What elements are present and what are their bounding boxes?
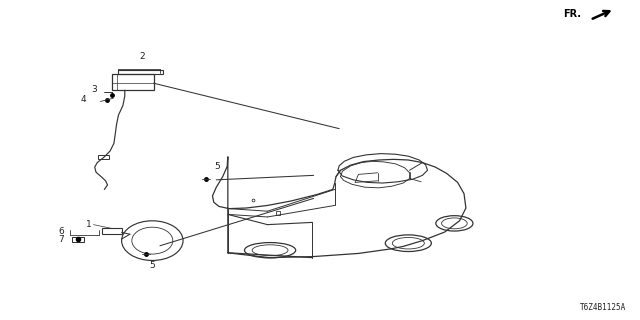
Text: 6: 6 [58, 228, 64, 236]
Text: FR.: FR. [563, 9, 581, 20]
Text: T6Z4B1125A: T6Z4B1125A [580, 303, 626, 312]
Text: 5: 5 [149, 261, 155, 270]
Bar [72, 237, 84, 242]
Bar [102, 228, 122, 234]
Bar [98, 155, 109, 159]
Bar [118, 70, 163, 74]
Text: 1: 1 [86, 220, 92, 229]
Text: 4: 4 [81, 95, 86, 104]
Text: 3: 3 [92, 85, 97, 94]
Text: 2: 2 [140, 52, 145, 61]
Text: 7: 7 [58, 235, 64, 244]
Text: 5: 5 [214, 162, 220, 171]
